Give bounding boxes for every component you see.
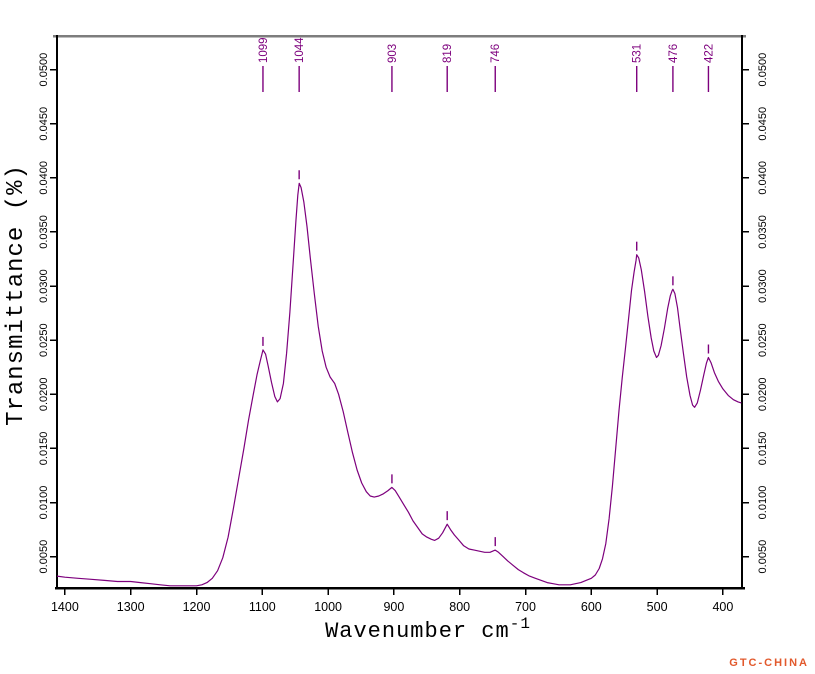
- x-axis-title-superscript: -1: [510, 615, 531, 633]
- y-tick-label-left: 0.0400: [38, 161, 50, 195]
- y-tick-label-left: 0.0450: [38, 107, 50, 141]
- peak-label: 1044: [294, 37, 306, 63]
- peak-label: 476: [668, 44, 680, 63]
- spectrum-curve: [56, 182, 742, 587]
- x-tick-label: 700: [515, 600, 536, 614]
- y-tick-label-right: 0.0350: [757, 215, 769, 249]
- x-tick-label: 500: [647, 600, 668, 614]
- y-tick-label-left: 0.0300: [38, 269, 50, 303]
- y-tick-label-left: 0.0350: [38, 215, 50, 249]
- x-tick-label: 800: [449, 600, 470, 614]
- peak-label: 819: [442, 44, 454, 63]
- y-tick-label-right: 0.0400: [757, 161, 769, 195]
- y-tick-label-right: 0.0050: [757, 540, 769, 574]
- y-tick-label-right: 0.0300: [757, 269, 769, 303]
- x-tick-label: 1100: [249, 600, 276, 614]
- y-tick-label-left: 0.0500: [38, 53, 50, 87]
- peak-label: 422: [703, 44, 715, 63]
- x-tick-label: 1400: [51, 600, 79, 614]
- peak-label: 903: [387, 44, 399, 63]
- y-tick-label-right: 0.0450: [757, 107, 769, 141]
- x-axis-title-base: Wavenumber cm: [325, 619, 510, 644]
- y-tick-label-right: 0.0150: [757, 432, 769, 466]
- y-tick-label-right: 0.0250: [757, 323, 769, 357]
- x-axis-title: Wavenumber cm-1: [325, 615, 531, 644]
- x-tick-label: 600: [581, 600, 602, 614]
- x-tick-label: 1200: [183, 600, 211, 614]
- y-axis-title: Transmittance (%): [3, 164, 30, 426]
- y-tick-label-left: 0.0100: [38, 486, 50, 520]
- x-tick-label: 1000: [314, 600, 342, 614]
- peak-label: 1099: [258, 37, 270, 63]
- y-tick-label-left: 0.0250: [38, 323, 50, 357]
- y-tick-label-right: 0.0200: [757, 377, 769, 411]
- y-tick-label-left: 0.0050: [38, 540, 50, 574]
- watermark-gtc-china: GTC-CHINA: [729, 657, 809, 669]
- y-tick-label-right: 0.0500: [757, 53, 769, 87]
- peak-label: 746: [490, 44, 502, 63]
- y-tick-label-left: 0.0150: [38, 432, 50, 466]
- x-tick-label: 900: [383, 600, 404, 614]
- x-tick-label: 1300: [117, 600, 145, 614]
- x-tick-label: 400: [712, 600, 733, 614]
- y-tick-label-right: 0.0100: [757, 486, 769, 520]
- y-tick-label-left: 0.0200: [38, 377, 50, 411]
- peak-label: 531: [632, 44, 644, 63]
